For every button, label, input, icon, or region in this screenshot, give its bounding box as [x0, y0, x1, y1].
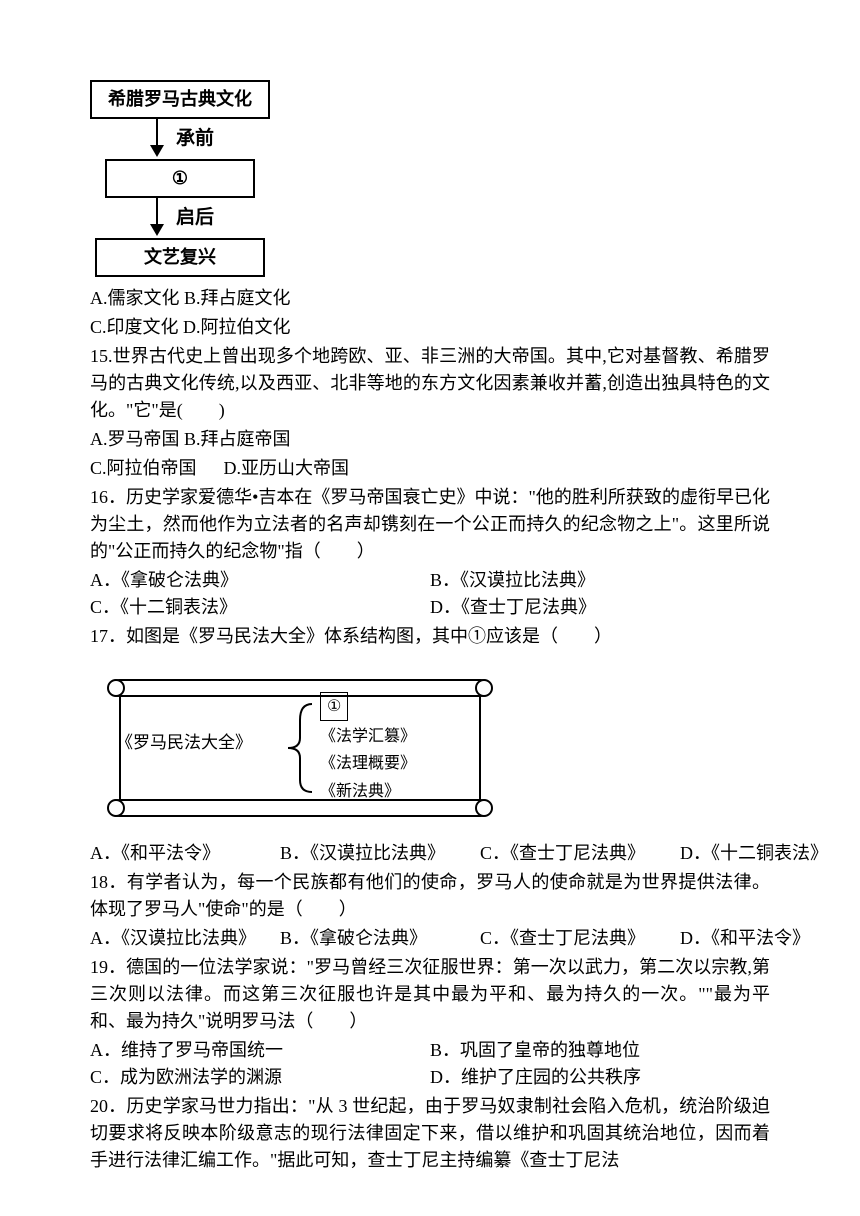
option-c: C．《查士丁尼法典》 [480, 925, 680, 952]
option-a: A．《和平法令》 [90, 840, 280, 867]
option-d: D．《十二铜表法》 [680, 840, 828, 867]
arrow-down-icon [150, 119, 164, 159]
q14-options-row2: C.印度文化 D.阿拉伯文化 [90, 314, 770, 341]
option-b: B．巩固了皇帝的独尊地位 [430, 1037, 640, 1064]
option-d: D．《和平法令》 [680, 925, 810, 952]
q19-text: 19．德国的一位法学家说："罗马曾经三次征服世界：第一次以武力，第二次以宗教,第… [90, 954, 770, 1035]
flowchart-diagram: 希腊罗马古典文化 承前 ① 启后 文艺复兴 [90, 80, 770, 277]
flowchart-arrow-1: 承前 [150, 119, 770, 159]
option-b: B．《拿破仑法典》 [280, 925, 480, 952]
option-c: C.印度文化 [90, 317, 179, 337]
option-c: C.阿拉伯帝国 [90, 458, 197, 478]
option-c: C．《查士丁尼法典》 [480, 840, 680, 867]
option-b: B.拜占庭文化 [184, 288, 291, 308]
q19-options-row2: C．成为欧洲法学的渊源 D．维护了庄园的公共秩序 [90, 1064, 770, 1091]
q15-text: 15.世界古代史上曾出现多个地跨欧、亚、非三洲的大帝国。其中,它对基督教、希腊罗… [90, 343, 770, 424]
scroll-right-list: ① 《法学汇篡》 《法理概要》 《新法典》 [320, 692, 416, 805]
flowchart-bot-box: 文艺复兴 [95, 238, 265, 277]
option-d: D.亚历山大帝国 [224, 458, 350, 478]
scroll-left-label: 《罗马民法大全》 [116, 730, 252, 756]
option-a: A.罗马帝国 [90, 429, 180, 449]
arrow-down-icon [150, 198, 164, 238]
option-a: A.儒家文化 [90, 288, 180, 308]
q17-text: 17．如图是《罗马民法大全》体系结构图，其中①应该是（ ） [90, 623, 770, 650]
flowchart-top-box: 希腊罗马古典文化 [90, 80, 270, 119]
q16-options-row2: C．《十二铜表法》 D．《查士丁尼法典》 [90, 594, 770, 621]
q17-options: A．《和平法令》 B．《汉谟拉比法典》 C．《查士丁尼法典》 D．《十二铜表法》 [90, 840, 770, 867]
q18-options: A．《汉谟拉比法典》 B．《拿破仑法典》 C．《查士丁尼法典》 D．《和平法令》 [90, 925, 770, 952]
option-d: D．维护了庄园的公共秩序 [430, 1064, 641, 1091]
flowchart-label-1: 承前 [176, 125, 214, 154]
option-c: C．《十二铜表法》 [90, 594, 430, 621]
option-a: A．《拿破仑法典》 [90, 567, 430, 594]
option-a: A．《汉谟拉比法典》 [90, 925, 280, 952]
option-d: D.阿拉伯文化 [183, 317, 291, 337]
q20-text: 20．历史学家马世力指出："从 3 世纪起，由于罗马奴隶制社会陷入危机，统治阶级… [90, 1093, 770, 1174]
option-b: B.拜占庭帝国 [184, 429, 291, 449]
q14-options: A.儒家文化 B.拜占庭文化 [90, 285, 770, 312]
scroll-item-1: ① [320, 692, 348, 721]
option-a: A．维持了罗马帝国统一 [90, 1037, 430, 1064]
q16-options-row1: A．《拿破仑法典》 B．《汉谟拉比法典》 [90, 567, 770, 594]
scroll-item-3: 《法理概要》 [320, 750, 416, 777]
q18-text: 18．有学者认为，每一个民族都有他们的使命，罗马人的使命就是为世界提供法律。体现… [90, 869, 770, 923]
q15-options-row1: A.罗马帝国 B.拜占庭帝国 [90, 426, 770, 453]
scroll-item-4: 《新法典》 [320, 778, 416, 805]
flowchart-arrow-2: 启后 [150, 198, 770, 238]
flowchart-label-2: 启后 [176, 204, 214, 233]
q16-text: 16．历史学家爱德华•吉本在《罗马帝国衰亡史》中说："他的胜利所获致的虚衔早已化… [90, 484, 770, 565]
option-b: B．《汉谟拉比法典》 [430, 567, 595, 594]
scroll-diagram: 《罗马民法大全》 ① 《法学汇篡》 《法理概要》 《新法典》 [90, 658, 510, 828]
option-d: D．《查士丁尼法典》 [430, 594, 596, 621]
q19-options-row1: A．维持了罗马帝国统一 B．巩固了皇帝的独尊地位 [90, 1037, 770, 1064]
q15-options-row2: C.阿拉伯帝国 D.亚历山大帝国 [90, 455, 770, 482]
option-c: C．成为欧洲法学的渊源 [90, 1064, 430, 1091]
option-b: B．《汉谟拉比法典》 [280, 840, 480, 867]
scroll-item-2: 《法学汇篡》 [320, 723, 416, 750]
flowchart-mid-box: ① [105, 159, 255, 198]
